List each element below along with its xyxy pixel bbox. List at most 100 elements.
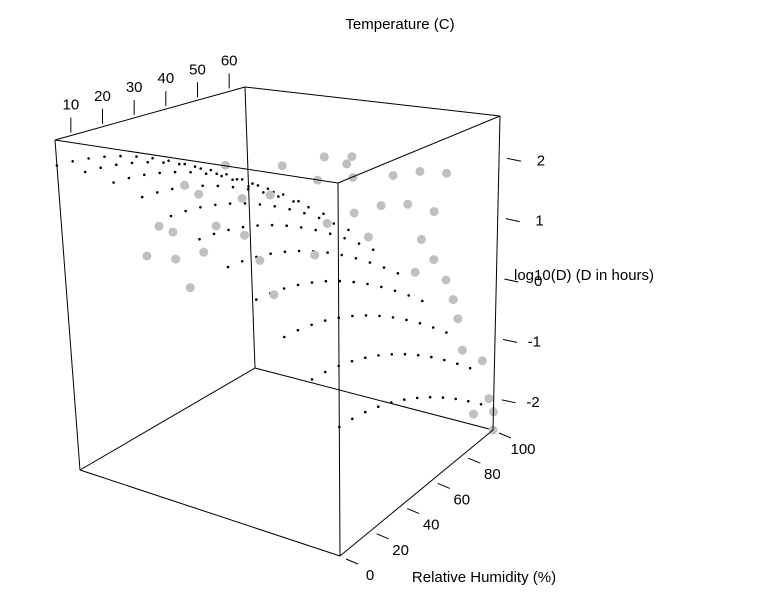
surface-dot [285, 224, 289, 227]
observation-point [363, 232, 373, 242]
logd-tick-label: -2 [526, 394, 539, 411]
observation-point [348, 173, 358, 182]
surface-dot [228, 202, 232, 205]
surface-dot [167, 159, 170, 162]
box-edge [492, 115, 501, 431]
surface-dot [357, 242, 361, 245]
surface-dot [201, 184, 204, 188]
surface-dot [332, 222, 336, 225]
surface-dot [135, 155, 138, 158]
surface-dot [405, 318, 408, 322]
surface-dot [184, 209, 187, 213]
box-edge [244, 86, 501, 117]
surface-dot [421, 299, 424, 303]
observation-point [429, 207, 439, 217]
surface-dot [317, 216, 321, 220]
logd-tick [501, 399, 516, 404]
observation-point [342, 159, 352, 169]
logd-tick-label: -1 [528, 333, 541, 350]
surface-dot [83, 170, 87, 174]
surface-dot [382, 266, 386, 269]
box-edge [254, 367, 494, 431]
surface-dot [243, 202, 247, 205]
box-edge [54, 139, 339, 184]
box-front-edges [54, 86, 501, 557]
observation-point [211, 221, 221, 231]
observation-point [269, 290, 279, 300]
observation-point [168, 227, 178, 237]
surface-dot [328, 232, 332, 235]
observation-point [142, 251, 152, 261]
box-edge [339, 429, 494, 557]
surface-dot [283, 335, 286, 339]
surface-dot [262, 191, 265, 194]
surface-dot [214, 203, 217, 207]
humidity-tick-label: 0 [366, 567, 374, 584]
surface-dot [270, 223, 274, 227]
surface-dot [273, 205, 277, 208]
temperature-tick-label: 20 [94, 88, 111, 105]
surface-dot [407, 294, 411, 297]
surface-dot [314, 228, 318, 232]
logd-axis-title: log10(D) (D in hours) [514, 267, 654, 284]
logd-tick-label: 2 [537, 152, 545, 169]
surface-dot [231, 178, 234, 181]
observation-point [442, 168, 451, 178]
surface-dot [198, 237, 201, 241]
surface-dot [310, 281, 314, 284]
temperature-axis-title: Temperature (C) [345, 16, 454, 33]
surface-dot [130, 161, 134, 165]
surface-dot [366, 282, 369, 286]
surface-dot [251, 182, 254, 185]
surface-dot [443, 358, 446, 362]
surface-dot [468, 366, 472, 370]
surface-dot [143, 173, 146, 177]
surface-dot [403, 398, 406, 401]
surface-dot [479, 403, 483, 406]
humidity-tick-label: 20 [392, 542, 409, 559]
observation-point [410, 267, 420, 277]
observation-point [429, 255, 439, 265]
observation-point [310, 250, 320, 260]
surface-dot [193, 165, 197, 168]
box-edge [337, 182, 341, 557]
surface-dot [277, 195, 280, 198]
surface-dot [173, 170, 177, 174]
surface-dot [296, 283, 300, 287]
surface-dot [254, 298, 258, 301]
surface-dot [112, 181, 115, 184]
surface-dot [281, 193, 285, 196]
surface-dot [351, 314, 354, 318]
surface-dot [296, 328, 300, 332]
surface-dot [189, 171, 192, 174]
surface-dot [119, 154, 122, 158]
observation-point [457, 345, 467, 355]
humidity-axis-title: Relative Humidity (%) [412, 569, 556, 586]
surface-dot [340, 253, 344, 257]
humidity-tick [498, 432, 512, 439]
box-edge [337, 115, 501, 184]
temperature-tick-label: 10 [62, 97, 79, 114]
surface-dot [146, 160, 149, 164]
surface-dot [178, 162, 181, 166]
surface-dot [225, 173, 228, 176]
surface-dot [71, 160, 74, 163]
observation-point [322, 218, 332, 228]
observation-point [319, 152, 329, 162]
surface-dot [322, 212, 325, 215]
surface-dot [226, 265, 230, 269]
surface-dot [445, 331, 448, 334]
surface-dot [352, 280, 356, 284]
surface-dot [324, 370, 327, 374]
surface-dot [215, 172, 218, 175]
box-back-edges [79, 86, 494, 471]
logd-tick-label: 0 [534, 273, 542, 290]
surface-dot [115, 163, 118, 166]
observation-point [240, 230, 249, 240]
surface-dot [454, 397, 458, 401]
surface-dot [162, 161, 165, 164]
surface-dot [351, 417, 354, 421]
box-edge [244, 86, 256, 369]
